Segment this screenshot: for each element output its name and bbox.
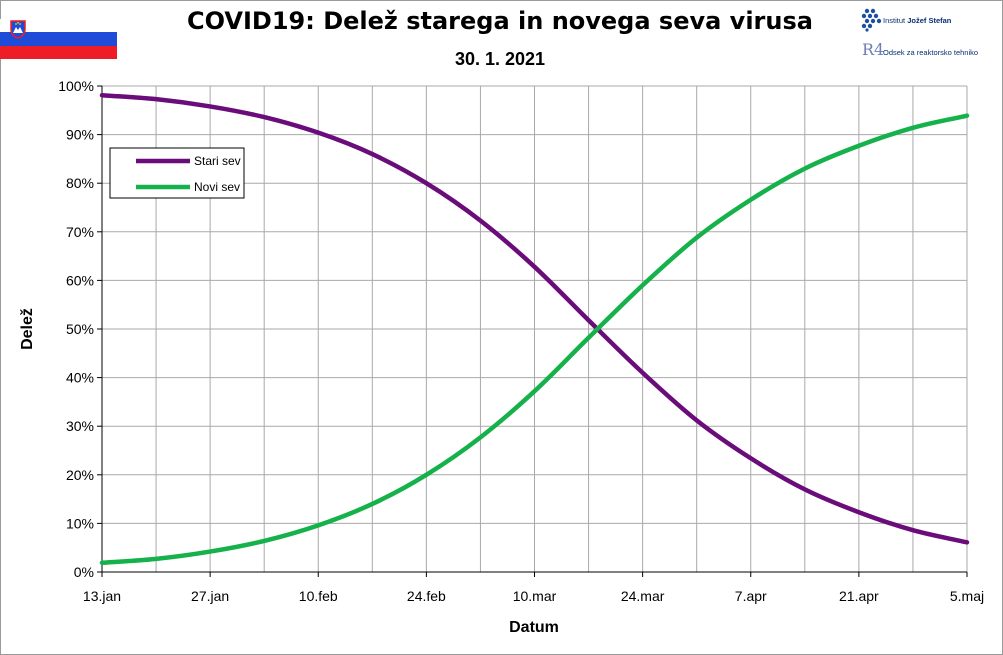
x-tick-label: 10.feb [299,588,338,604]
series-line-stari-sev [99,92,970,545]
x-tick-label: 13.jan [83,588,121,604]
x-tick-label: 24.mar [621,588,665,604]
y-tick-label: 20% [66,467,94,483]
series-lines [99,92,970,566]
legend-label-stari-sev: Stari sev [194,154,241,168]
x-tick-label: 24.feb [407,588,446,604]
x-axis-ticks: 13.jan 27.jan 10.feb 24.feb 10.mar 24.mar 7.ap… [83,572,984,604]
y-tick-label: 90% [66,127,94,143]
y-axis-ticks: 0% 10% 20% 30% 40% 50% 60% 70% 80% 90% 100% [58,78,102,580]
legend-box [109,147,245,199]
slovenia-flag-icon [0,19,117,59]
y-tick-label: 100% [58,78,94,94]
x-tick-label: 7.apr [735,588,767,604]
r4-logo-text: Odsek za reaktorsko tehniko [883,48,979,57]
y-tick-label: 30% [66,418,94,434]
y-tick-label: 40% [66,370,94,386]
legend-label-novi-sev: Novi sev [194,180,240,194]
legend: Stari sev Novi sev [109,147,245,199]
chart-title: COVID19: Delež starega in novega seva vi… [187,7,813,35]
y-axis-title: Delež [19,308,36,350]
chart-subtitle: 30. 1. 2021 [454,49,546,69]
x-tick-label: 10.mar [513,588,557,604]
y-tick-label: 10% [66,515,94,531]
series-line-novi-sev [99,113,970,566]
ijs-logo-icon [861,8,882,32]
y-tick-label: 70% [66,224,94,240]
ijs-logo-text: Institut Jožef Stefan [883,16,952,25]
x-tick-label: 5.maj [950,588,984,604]
r4-logo-mark: R4 [862,40,885,59]
x-tick-label: 21.apr [839,588,879,604]
y-tick-label: 50% [66,321,94,337]
y-tick-label: 80% [66,175,94,191]
y-tick-label: 0% [74,564,94,580]
y-tick-label: 60% [66,272,94,288]
x-axis-title: Datum [509,619,559,636]
x-tick-label: 27.jan [191,588,229,604]
